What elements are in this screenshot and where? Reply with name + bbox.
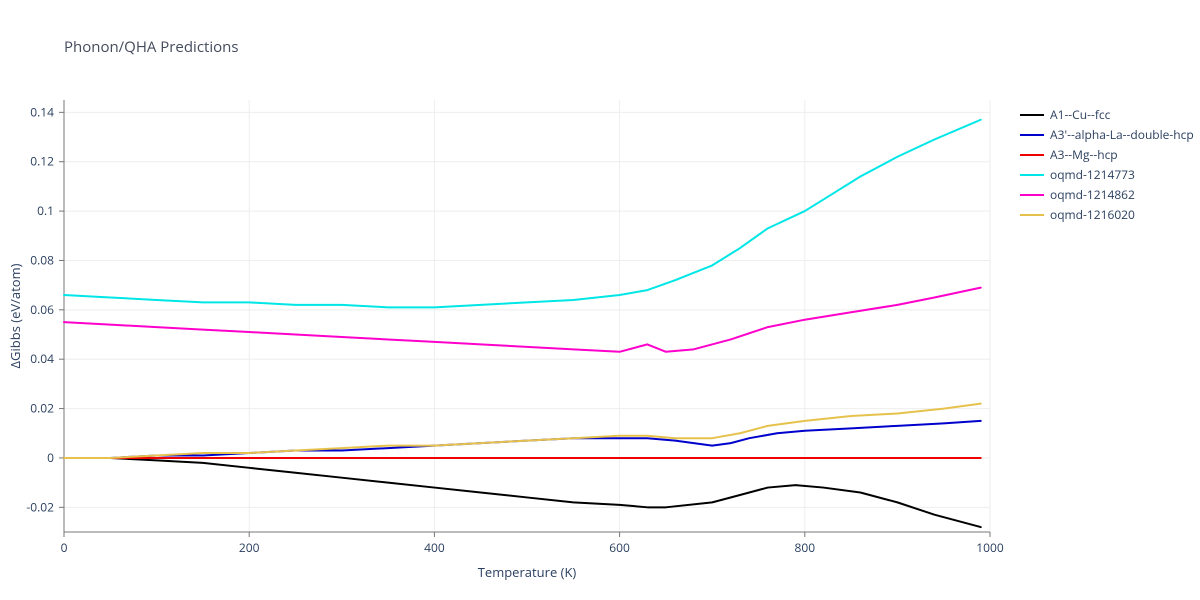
x-tick-label: 800 bbox=[795, 539, 816, 556]
series-line[interactable] bbox=[64, 288, 981, 352]
y-tick-label: 0.08 bbox=[30, 251, 54, 268]
y-tick-label: 0.1 bbox=[37, 202, 54, 219]
y-tick-label: 0.04 bbox=[30, 350, 54, 367]
legend-label[interactable]: oqmd-1214773 bbox=[1050, 166, 1135, 183]
legend-label[interactable]: oqmd-1214862 bbox=[1050, 186, 1135, 203]
legend-label[interactable]: A1--Cu--fcc bbox=[1050, 106, 1111, 123]
x-tick-label: 600 bbox=[609, 539, 630, 556]
y-tick-label: 0.02 bbox=[30, 400, 54, 417]
y-tick-label: 0.06 bbox=[30, 301, 54, 318]
x-tick-label: 0 bbox=[61, 539, 68, 556]
legend-label[interactable]: oqmd-1216020 bbox=[1050, 206, 1135, 223]
y-axis-label: ΔGibbs (eV/atom) bbox=[6, 263, 24, 368]
y-tick-label: 0 bbox=[47, 449, 54, 466]
series-line[interactable] bbox=[64, 458, 981, 527]
line-chart: 0 200 400 600 800 1000 -0.02 0 0.02 0.04 0.06 0.08 0… bbox=[0, 0, 1200, 600]
y-tick-label: -0.02 bbox=[26, 498, 54, 515]
x-tick-label: 200 bbox=[239, 539, 260, 556]
series-line[interactable] bbox=[64, 120, 981, 308]
x-tick-label: 400 bbox=[424, 539, 445, 556]
x-axis-label: Temperature (K) bbox=[478, 563, 577, 581]
legend-label[interactable]: A3--Mg--hcp bbox=[1050, 146, 1118, 163]
legend-label[interactable]: A3'--alpha-La--double-hcp bbox=[1050, 126, 1194, 143]
x-tick-label: 1000 bbox=[976, 539, 1004, 556]
y-tick-label: 0.12 bbox=[30, 153, 54, 170]
y-tick-label: 0.14 bbox=[30, 103, 54, 120]
chart-title: Phonon/QHA Predictions bbox=[64, 37, 239, 57]
series-line[interactable] bbox=[64, 404, 981, 458]
